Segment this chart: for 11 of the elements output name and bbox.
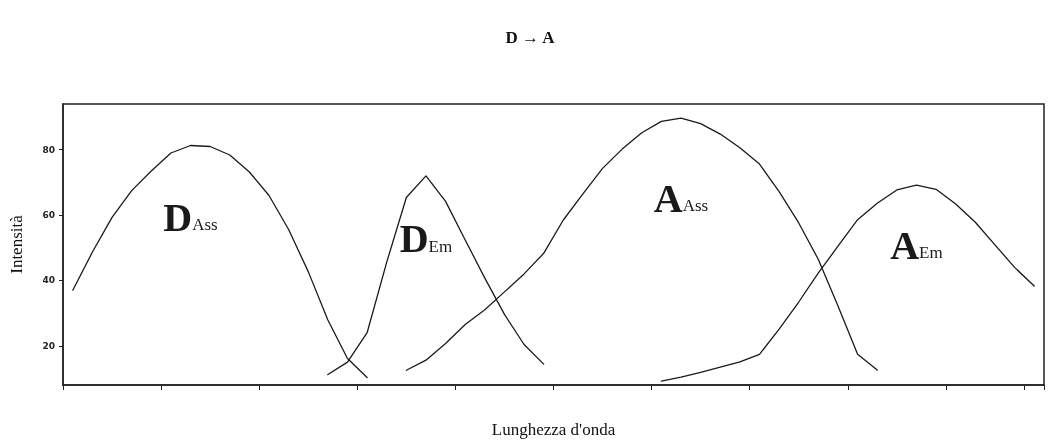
series-label: DAss [163, 194, 218, 240]
x-axis-title: Lunghezza d'onda [491, 420, 616, 439]
y-tick-label: 80 [42, 144, 55, 155]
y-axis-title: Intensità [7, 214, 26, 274]
chart-title: D → A [505, 28, 556, 47]
y-tick-label: 60 [42, 210, 55, 221]
series-label: AAss [653, 175, 709, 221]
y-tick-label: 20 [42, 340, 55, 351]
series-label: AEm [890, 222, 943, 268]
series-label: DEm [399, 216, 453, 262]
y-tick-label: 40 [42, 275, 55, 286]
